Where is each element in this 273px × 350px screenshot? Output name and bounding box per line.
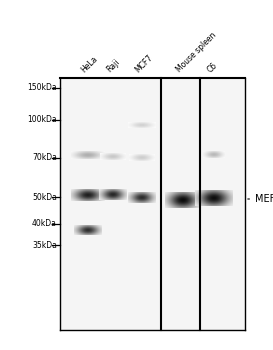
Text: HeLa: HeLa: [80, 54, 100, 74]
Text: 35kDa: 35kDa: [32, 240, 57, 250]
Text: 100kDa: 100kDa: [27, 116, 57, 125]
Text: Raji: Raji: [105, 57, 121, 74]
Text: 40kDa: 40kDa: [32, 219, 57, 229]
Text: 50kDa: 50kDa: [32, 193, 57, 202]
Text: 70kDa: 70kDa: [32, 154, 57, 162]
Text: Mouse spleen: Mouse spleen: [175, 30, 218, 74]
Text: MCF7: MCF7: [134, 53, 155, 74]
Text: C6: C6: [206, 61, 219, 74]
Bar: [60, 78, 245, 330]
Text: MEF2A: MEF2A: [248, 194, 273, 204]
Text: 150kDa: 150kDa: [27, 84, 57, 92]
